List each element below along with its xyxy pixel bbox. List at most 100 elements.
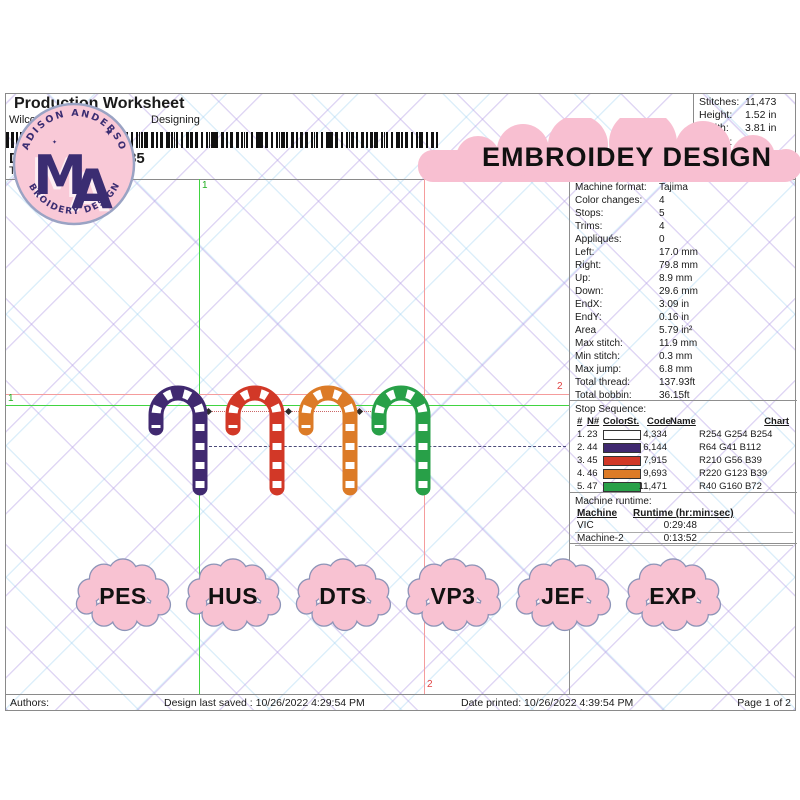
machine-info-value: 0.16 in <box>659 312 690 323</box>
footer-authors: Authors: <box>10 697 50 709</box>
machine-runtime-value: 0:13:52 <box>663 533 697 544</box>
col-header-name: Name <box>670 416 696 427</box>
stop-sequence-section: Stop Sequence: # N# Color St. Code Name … <box>570 401 797 493</box>
machine-name: VIC <box>577 520 594 531</box>
header-line3: T <box>9 165 16 177</box>
col-header-chart: Chart <box>764 416 789 427</box>
stats-value: 3.81 in <box>745 122 777 135</box>
sparkle-icon: ✦ <box>52 139 57 146</box>
machine-info-value: 3.09 in <box>659 299 690 310</box>
cloud-shape-icon <box>295 558 392 632</box>
stop-num: 2. <box>577 442 585 453</box>
machine-info-row: Machine format: Tajima <box>575 181 793 194</box>
stitch-count: 11,471 <box>638 481 667 492</box>
machine-info-row: Area 5.79 in² <box>575 324 793 337</box>
stats-label: Height: <box>699 109 733 122</box>
stop-sequence-row: 2. 44 6,144 R64 G41 B112 <box>575 442 793 455</box>
machine-info-row: Left: 17.0 mm <box>575 246 793 259</box>
runtime-row: VIC 0:29:48 <box>575 520 793 533</box>
machine-info-row: Color changes: 4 <box>575 194 793 207</box>
needle-num: 44 <box>587 442 598 453</box>
monogram-m: M <box>33 144 87 207</box>
worksheet-footer: Authors: Design last saved : 10/26/2022 … <box>6 694 795 711</box>
machine-info-row: Down: 29.6 mm <box>575 285 793 298</box>
cloud-shape-icon <box>75 558 172 632</box>
machine-info-value: 4 <box>659 221 665 232</box>
footer-page-number: Page 1 of 2 <box>737 697 791 709</box>
stop-sequence-row: 1. 23 4,334 R254 G254 B254 <box>575 429 793 442</box>
cloud-shape-icon <box>185 558 282 632</box>
sparkle-icon: ✦ <box>104 126 113 139</box>
candy-cane-orange <box>298 385 358 496</box>
machine-info-label: Down: <box>575 286 604 297</box>
thread-color-swatch <box>603 482 641 492</box>
brand-badge: MADISON ANDERSON M A M A ✦ ✦ ✦ ✦ EMBROID… <box>6 94 136 226</box>
machine-info-row: Right: 79.8 mm <box>575 259 793 272</box>
machine-runtime-title: Machine runtime: <box>575 496 652 507</box>
stats-row: Stitches: 11,473 <box>699 96 795 109</box>
machine-info-row: Trims: 4 <box>575 220 793 233</box>
runtime-rows: VIC 0:29:48 Machine-2 0:13:52 <box>575 520 793 546</box>
col-header-num: # <box>577 416 583 427</box>
ruler-mark-1-top: 1 <box>202 180 208 191</box>
thread-name: R40 G160 B72 <box>699 481 762 492</box>
needle-num: 47 <box>587 481 598 492</box>
machine-runtime-value: 0:29:48 <box>663 520 697 531</box>
stop-num: 4. <box>577 468 585 479</box>
machine-info-row: EndX: 3.09 in <box>575 298 793 311</box>
thread-color-swatch <box>603 456 641 466</box>
monogram-a-highlight: A <box>68 161 110 224</box>
machine-info-value: 8.9 mm <box>659 273 693 284</box>
machine-info-value: 0.3 mm <box>659 351 693 362</box>
stop-num: 5. <box>577 481 585 492</box>
format-label: PES <box>99 582 147 609</box>
software-subtitle-right: Designing <box>151 114 200 126</box>
col-header-stitches: St. <box>627 416 640 427</box>
machine-info-row: Up: 8.9 mm <box>575 272 793 285</box>
machine-info-value: Tajima <box>659 182 688 193</box>
banner-cloud-icon <box>418 118 800 182</box>
stop-sequence-row: 4. 46 9,693 R220 G123 B39 <box>575 468 793 481</box>
format-clouds-row: PES HUS <box>6 556 722 636</box>
machine-info-label: Trims: <box>575 221 603 232</box>
ruler-mark-1-left: 1 <box>8 393 14 404</box>
sparkle-icon: ✦ <box>84 192 90 200</box>
stop-sequence-rows: 1. 23 4,334 R254 G254 B254 2. 44 6,144 <box>575 429 793 494</box>
thread-color-swatch <box>603 430 641 440</box>
machine-info-label: Min stitch: <box>575 351 621 362</box>
col-header-needle: N# <box>587 416 600 427</box>
ruler-mark-2-bottom: 2 <box>427 679 433 690</box>
machine-info-label: Machine format: <box>575 182 647 193</box>
brand-badge-icon: MADISON ANDERSON M A M A ✦ ✦ ✦ ✦ EMBROID… <box>6 94 136 226</box>
format-cloud: PES <box>71 556 175 636</box>
design-info-panel: Machine format: Tajima Color changes: 4 St… <box>569 179 797 694</box>
banner-title: EMBROIDEY DESIGN <box>481 142 773 172</box>
stop-sequence-title: Stop Sequence: <box>575 404 647 415</box>
machine-info-value: 79.8 mm <box>659 260 698 271</box>
stop-sequence-row: 5. 47 11,471 R40 G160 B72 <box>575 481 793 494</box>
ruler-mark-2-right: 2 <box>557 381 563 392</box>
thread-color-swatch <box>603 469 641 479</box>
format-cloud: JEF <box>511 556 615 636</box>
cloud-shape-icon <box>405 558 502 632</box>
format-label: DTS <box>319 582 367 609</box>
machine-info-value: 36.15ft <box>659 390 690 401</box>
embroidery-design-banner: EMBROIDEY DESIGN <box>418 118 800 182</box>
machine-info-value: 29.6 mm <box>659 286 698 297</box>
stats-row: Height: 1.52 in <box>699 109 795 122</box>
machine-info-value: 6.8 mm <box>659 364 693 375</box>
production-worksheet-page: Production Worksheet Wilco Designing D 8… <box>5 93 797 711</box>
stats-label: Stitches: <box>699 96 740 108</box>
machine-info-value: 11.9 mm <box>659 338 698 349</box>
machine-info-label: Total bobbin: <box>575 390 632 401</box>
machine-info-label: Area <box>575 325 597 336</box>
stop-sequence-header: # N# Color St. Code Name Chart <box>575 416 793 429</box>
machine-info-row: Total bobbin: 36.15ft <box>575 389 793 402</box>
thread-name: R210 G56 B39 <box>699 455 762 466</box>
machine-info-label: Total thread: <box>575 377 631 388</box>
format-cloud: EXP <box>621 556 725 636</box>
machine-info-label: Left: <box>575 247 595 258</box>
machine-info-value: 137.93ft <box>659 377 696 388</box>
format-cloud: DTS <box>291 556 395 636</box>
